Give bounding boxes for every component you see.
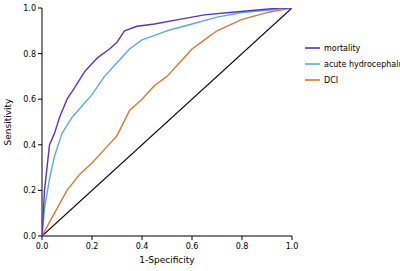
x-tick-label: 0.0 xyxy=(36,242,49,251)
x-tick-label: 0.4 xyxy=(136,242,149,251)
x-tick xyxy=(42,236,43,240)
x-tick-label: 0.8 xyxy=(236,242,249,251)
x-axis-line xyxy=(42,236,292,237)
plot-area xyxy=(42,8,292,236)
y-tick-label: 0.4 xyxy=(23,141,36,150)
legend-label: acute hydrocephalus xyxy=(324,60,400,69)
x-tick xyxy=(242,236,243,240)
x-tick-label: 0.6 xyxy=(186,242,199,251)
y-tick-label: 0.2 xyxy=(23,186,36,195)
y-tick-label: 0.8 xyxy=(23,50,36,59)
legend-swatch xyxy=(305,79,320,81)
legend-label: mortality xyxy=(324,44,361,53)
y-axis-label: Sensitivity xyxy=(3,98,13,146)
roc-curve xyxy=(42,8,292,236)
chart: 0.0 0.2 0.4 0.6 0.8 1.0 0.0 0.2 0.4 0.6 0.8 1.0 1-Sp… xyxy=(0,0,400,271)
y-axis-line xyxy=(42,8,43,236)
x-tick xyxy=(192,236,193,240)
legend-label: DCI xyxy=(324,76,338,85)
x-tick-label: 0.2 xyxy=(86,242,99,251)
roc-curve xyxy=(42,8,292,236)
roc-curve xyxy=(42,8,292,236)
y-tick xyxy=(38,99,42,100)
x-tick xyxy=(92,236,93,240)
x-tick-label: 1.0 xyxy=(286,242,299,251)
x-axis-label: 1-Specificity xyxy=(139,255,195,265)
y-tick xyxy=(38,53,42,54)
y-tick xyxy=(38,236,42,237)
reference-line xyxy=(42,8,292,236)
y-tick-label: 0.6 xyxy=(23,95,36,104)
y-tick xyxy=(38,190,42,191)
y-tick-label: 1.0 xyxy=(23,4,36,13)
legend-swatch xyxy=(305,63,320,65)
x-tick xyxy=(292,236,293,240)
y-tick-label: 0.0 xyxy=(23,232,36,241)
x-tick xyxy=(142,236,143,240)
y-tick xyxy=(38,144,42,145)
legend-swatch xyxy=(305,47,320,49)
y-tick xyxy=(38,8,42,9)
